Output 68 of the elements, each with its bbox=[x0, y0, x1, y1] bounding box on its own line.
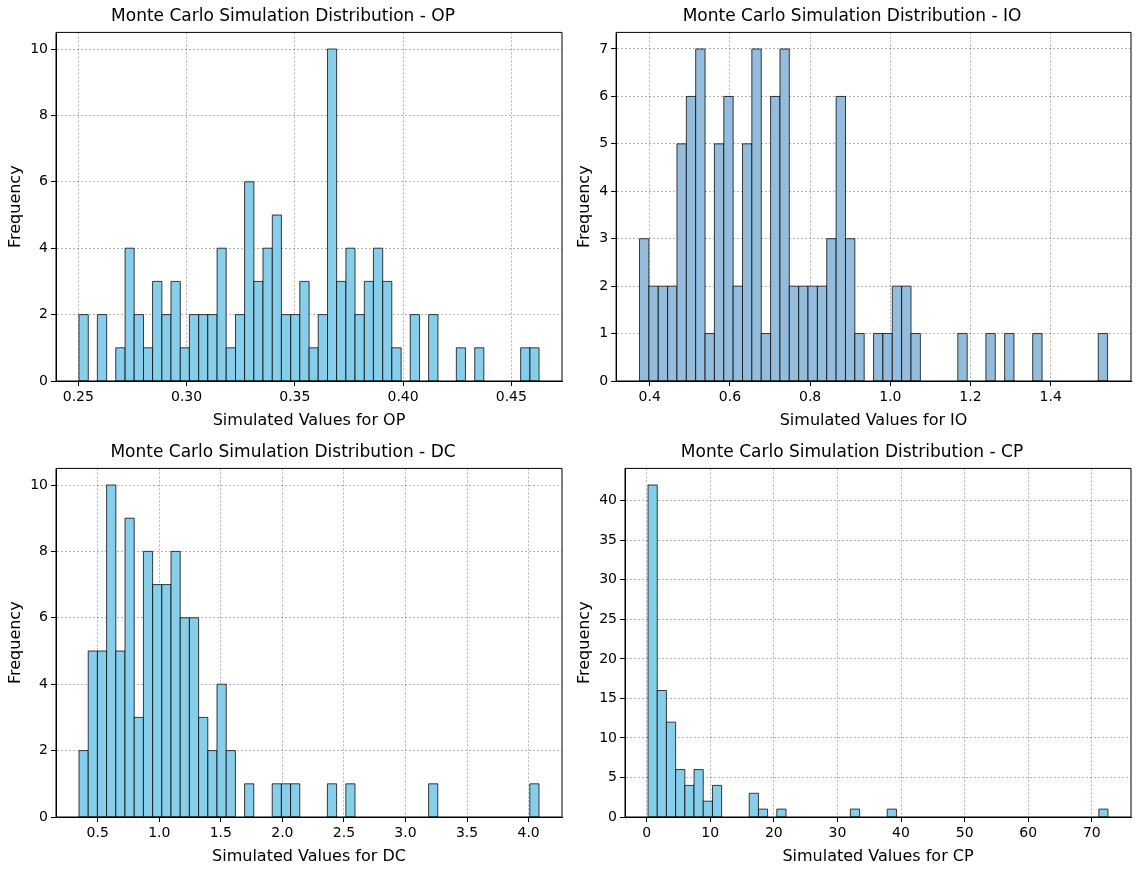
x-axis-title: Simulated Values for OP bbox=[212, 409, 406, 429]
y-tick-label: 0 bbox=[39, 371, 49, 388]
x-tick-label: 2.0 bbox=[271, 824, 294, 841]
y-tick-label: 10 bbox=[30, 39, 49, 56]
y-tick-label: 1 bbox=[599, 324, 609, 341]
y-tick-label: 25 bbox=[599, 610, 618, 627]
x-tick-label: 3.5 bbox=[455, 824, 479, 841]
chart-title: Monte Carlo Simulation Distribution - DC bbox=[110, 440, 456, 461]
x-tick-label: 1.0 bbox=[879, 388, 902, 405]
y-tick-label: 6 bbox=[39, 172, 49, 189]
x-tick-label: 20 bbox=[764, 824, 783, 841]
x-tick-label: 2.5 bbox=[332, 824, 356, 841]
x-tick-label: 0.25 bbox=[62, 388, 94, 405]
x-tick-label: 0.45 bbox=[495, 388, 527, 405]
chart-title: Monte Carlo Simulation Distribution - OP bbox=[111, 4, 455, 25]
x-axis-title: Simulated Values for CP bbox=[782, 845, 974, 865]
y-axis-title: Frequency bbox=[4, 601, 24, 685]
x-axis-title: Simulated Values for DC bbox=[212, 845, 406, 865]
y-tick-label: 8 bbox=[39, 542, 49, 559]
y-tick-label: 0 bbox=[39, 807, 49, 824]
y-tick-label: 2 bbox=[39, 305, 49, 322]
x-tick-label: 4.0 bbox=[517, 824, 540, 841]
x-tick-label: 0 bbox=[642, 824, 652, 841]
x-axis-title: Simulated Values for IO bbox=[779, 409, 968, 429]
y-tick-label: 10 bbox=[30, 475, 49, 492]
x-tick-label: 0.40 bbox=[387, 388, 419, 405]
y-tick-label: 3 bbox=[599, 229, 609, 246]
y-axis-title: Frequency bbox=[4, 165, 24, 249]
y-tick-label: 6 bbox=[599, 87, 609, 104]
y-tick-label: 10 bbox=[599, 728, 618, 745]
y-tick-label: 5 bbox=[608, 768, 618, 785]
x-tick-label: 1.2 bbox=[959, 388, 982, 405]
x-tick-label: 3.0 bbox=[394, 824, 417, 841]
y-axis-title: Frequency bbox=[573, 165, 593, 249]
y-tick-label: 0 bbox=[599, 371, 609, 388]
y-tick-label: 7 bbox=[599, 39, 609, 56]
x-tick-label: 70 bbox=[1082, 824, 1101, 841]
y-tick-label: 4 bbox=[39, 674, 49, 691]
x-tick-label: 60 bbox=[1019, 824, 1038, 841]
x-tick-label: 0.5 bbox=[86, 824, 109, 841]
chart-title: Monte Carlo Simulation Distribution - CP bbox=[680, 440, 1024, 461]
y-tick-label: 8 bbox=[39, 106, 49, 123]
y-tick-label: 20 bbox=[599, 649, 618, 666]
x-tick-label: 30 bbox=[828, 824, 847, 841]
y-tick-label: 15 bbox=[599, 689, 618, 706]
y-tick-label: 0 bbox=[608, 807, 618, 824]
y-tick-label: 40 bbox=[599, 491, 618, 508]
y-tick-label: 30 bbox=[599, 570, 618, 587]
y-tick-label: 6 bbox=[39, 608, 49, 625]
x-tick-label: 0.4 bbox=[638, 388, 661, 405]
x-tick-label: 1.4 bbox=[1039, 388, 1062, 405]
y-tick-label: 4 bbox=[39, 238, 49, 255]
x-tick-label: 50 bbox=[955, 824, 974, 841]
y-tick-label: 5 bbox=[599, 134, 609, 151]
y-tick-label: 35 bbox=[599, 530, 618, 547]
x-tick-label: 0.8 bbox=[798, 388, 822, 405]
y-tick-label: 2 bbox=[39, 741, 49, 758]
x-tick-label: 0.30 bbox=[170, 388, 203, 405]
chart-title: Monte Carlo Simulation Distribution - IO bbox=[682, 4, 1022, 25]
y-tick-label: 4 bbox=[599, 181, 609, 198]
x-tick-label: 10 bbox=[701, 824, 720, 841]
x-tick-label: 1.0 bbox=[148, 824, 171, 841]
y-axis-title: Frequency bbox=[573, 601, 593, 685]
x-tick-label: 1.5 bbox=[209, 824, 232, 841]
x-tick-label: 0.35 bbox=[279, 388, 311, 405]
y-tick-label: 2 bbox=[599, 276, 609, 293]
x-tick-label: 0.6 bbox=[718, 388, 742, 405]
x-tick-label: 40 bbox=[892, 824, 910, 841]
